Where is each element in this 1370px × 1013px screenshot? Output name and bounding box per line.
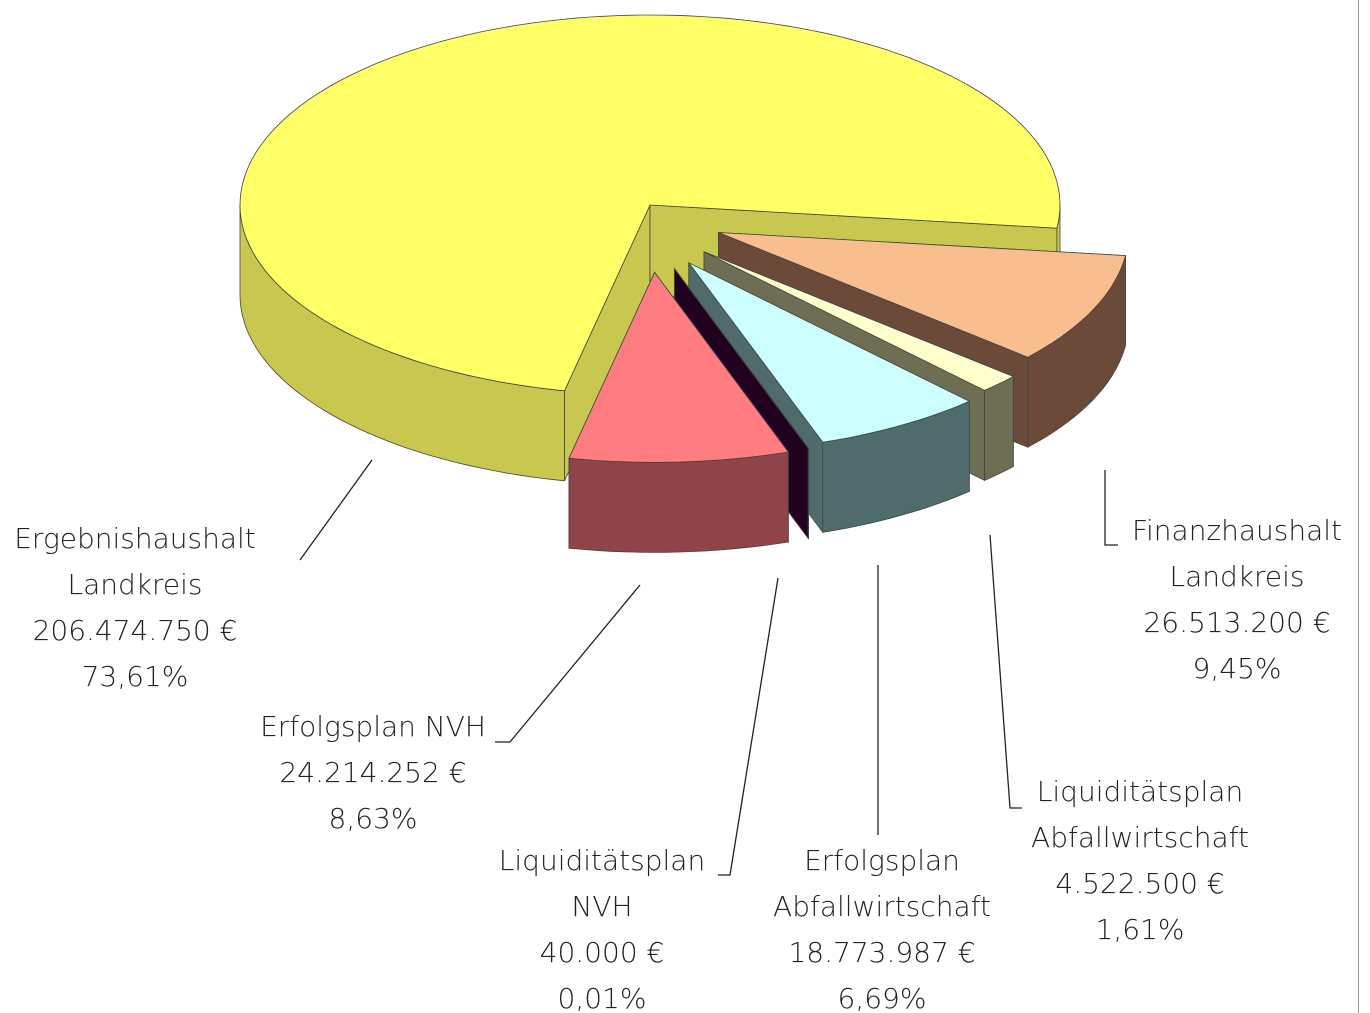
slice [674, 268, 810, 449]
slice [239, 14, 1061, 392]
value-label: 206.474.750 € [33, 614, 238, 647]
leader-line [989, 534, 1022, 809]
value-label: 18.773.987 € [788, 936, 975, 969]
slice-label: Liquiditätsplan [499, 844, 705, 877]
leader-line [299, 459, 373, 561]
frame-edge [1358, 0, 1359, 1013]
slice-label: Erfolgsplan [804, 844, 960, 877]
leader-line [1104, 470, 1118, 546]
slice [568, 271, 790, 463]
percentage-label: 0,01% [558, 982, 647, 1013]
slice-label: Landkreis [1170, 560, 1305, 593]
slice-label: Ergebnishaushalt [14, 522, 256, 555]
slice-label: Abfallwirtschaft [773, 890, 991, 923]
percentage-label: 8,63% [329, 802, 418, 835]
leader-line [718, 577, 779, 876]
percentage-label: 1,61% [1096, 913, 1185, 946]
percentage-label: 6,69% [838, 982, 927, 1013]
value-label: 40.000 € [540, 936, 665, 969]
slice-label: Erfolgsplan NVH [260, 710, 486, 743]
slice [718, 232, 1127, 358]
slice-wall [568, 451, 789, 553]
slice-label: Liquiditätsplan [1037, 775, 1243, 808]
value-label: 24.214.252 € [279, 756, 466, 789]
percentage-label: 9,45% [1193, 652, 1282, 685]
slice-label: NVH [571, 890, 632, 923]
slice-wall [984, 375, 1014, 482]
value-label: 4.522.500 € [1055, 867, 1224, 900]
leader-line [495, 584, 641, 743]
slice [688, 262, 971, 443]
value-label: 26.513.200 € [1143, 606, 1330, 639]
slice-label: Landkreis [68, 568, 203, 601]
slice-label: Finanzhaushalt [1132, 514, 1342, 547]
slice [703, 251, 1015, 391]
percentage-label: 73,61% [82, 660, 189, 693]
slice-label: Abfallwirtschaft [1031, 821, 1249, 854]
